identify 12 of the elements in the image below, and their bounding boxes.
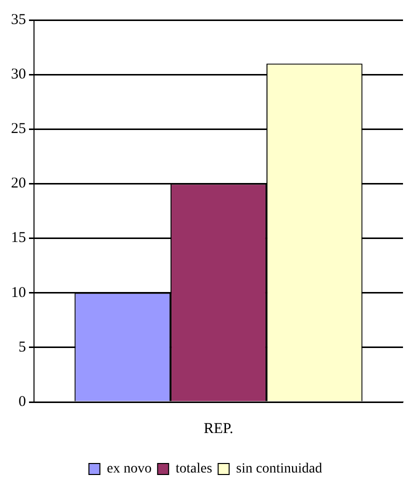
y-tick-label: 15: [11, 230, 26, 246]
legend-label: ex novo: [106, 462, 152, 477]
y-tick-label: 30: [11, 66, 26, 83]
y-tick-label: 20: [11, 176, 26, 192]
legend-label: totales: [176, 462, 212, 477]
legend-label: sin continuidad: [236, 462, 322, 477]
y-tick-label: 5: [18, 339, 26, 356]
y-tick-label: 10: [11, 284, 26, 301]
x-tick-label: REP.: [204, 420, 234, 437]
y-tick-label: 35: [11, 12, 26, 28]
y-tick-label: 25: [11, 121, 26, 138]
y-tick-label: 0: [18, 394, 26, 410]
